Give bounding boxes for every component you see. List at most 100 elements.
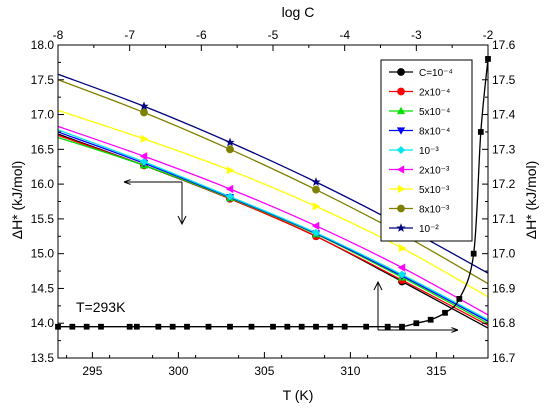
- log-c-point-11: [227, 323, 233, 330]
- series-9-point-3: [311, 177, 321, 186]
- legend: C=10⁻⁴ 2x10⁻⁴ 5x10⁻⁴ 8x10⁻⁴ 10⁻³ 2x10⁻³ 5x10⁻³…: [380, 59, 473, 242]
- y-tick-label-3: 14.5: [31, 281, 55, 295]
- x-tick-label-4: 310: [340, 364, 360, 378]
- y-tick-label-8: 17.0: [31, 108, 55, 122]
- left-arrow-tick-head: [177, 215, 187, 226]
- series-5-point-3: [311, 228, 321, 237]
- legend-label-7: 5x10⁻³: [419, 185, 450, 196]
- series-line-6: [57, 125, 489, 316]
- series-8-point-1: [140, 108, 148, 117]
- log-c-point-8: [169, 323, 176, 330]
- legend-marker-3: [396, 106, 406, 115]
- log-c-point-24: [442, 309, 448, 316]
- series-6-point-3: [311, 221, 320, 230]
- x-tick-label-3: 305: [254, 364, 274, 378]
- series-layer: [57, 73, 489, 329]
- legend-marker-5: [396, 145, 406, 155]
- series-5-point-1: [139, 157, 149, 166]
- legend-label-3: 5x10⁻⁴: [419, 107, 450, 118]
- y-axis-title: ΔH* (kJ/mol): [9, 161, 25, 240]
- series-7-point-3: [312, 202, 321, 211]
- legend-marker-9: [396, 223, 406, 232]
- y-tick-label-1: 13.5: [31, 351, 55, 365]
- right-y-tick-label-6: 17.2: [492, 177, 516, 191]
- right-y-tick-label-4: 17.0: [492, 247, 516, 261]
- top-x-tick-label-5: -4: [339, 28, 350, 42]
- y-tick-label-7: 16.5: [31, 142, 55, 156]
- right-y-tick-label-8: 17.4: [492, 108, 516, 122]
- y-tick-label-10: 18.0: [31, 38, 55, 52]
- legend-marker-6: [396, 165, 405, 174]
- top-x-tick-label-4: -5: [268, 28, 279, 42]
- x-tick-label-1: 295: [82, 364, 102, 378]
- log-c-point-15: [298, 323, 305, 330]
- top-x-tick-label-7: -2: [483, 28, 494, 42]
- log-c-point-23: [427, 316, 434, 323]
- log-c-point-2: [69, 323, 76, 330]
- temperature-annotation: T=293K: [76, 299, 126, 315]
- log-c-point-18: [341, 323, 348, 330]
- series-5-point-4: [397, 270, 407, 279]
- series-line-7: [57, 109, 489, 298]
- legend-marker-2: [397, 87, 405, 96]
- left-axis-arrow-head: [123, 179, 131, 185]
- log-c-point-10: [205, 323, 212, 330]
- top-x-tick-label-1: -8: [53, 28, 64, 42]
- series-8-point-3: [312, 185, 320, 194]
- legend-label-6: 2x10⁻³: [419, 166, 450, 177]
- x-axis-title: T (K): [283, 387, 314, 403]
- series-6-point-4: [397, 263, 406, 272]
- y-tick-label-6: 16.0: [31, 177, 55, 191]
- log-c-point-9: [184, 323, 190, 330]
- series-6-point-2: [225, 184, 234, 194]
- log-c-point-27: [477, 129, 484, 135]
- series-7-point-4: [398, 243, 407, 253]
- right-y-tick-label-1: 16.7: [492, 351, 516, 365]
- series-9-point-2: [225, 137, 235, 147]
- log-c-point-21: [399, 323, 405, 330]
- y-tick-label-5: 15.5: [31, 212, 55, 226]
- log-c-point-26: [470, 250, 477, 257]
- right-axis-arrow-head: [451, 327, 459, 333]
- log-c-point-16: [313, 323, 319, 330]
- y-tick-label-4: 15.0: [31, 247, 55, 261]
- top-x-tick-label-2: -7: [124, 28, 135, 42]
- top-x-axis-title: log C: [282, 4, 315, 20]
- right-y-tick-label-2: 16.8: [492, 316, 516, 330]
- x-tick-label-2: 300: [168, 364, 188, 378]
- right-y-tick-label-3: 16.9: [492, 281, 516, 295]
- series-7-point-2: [226, 166, 235, 175]
- right-y-tick-label-7: 17.3: [492, 142, 516, 156]
- legend-marker-7: [397, 184, 406, 194]
- legend-label-4: 8x10⁻⁴: [419, 127, 450, 138]
- series-8-point-2: [226, 145, 234, 154]
- log-c-point-5: [126, 323, 133, 330]
- legend-marker-1: [397, 68, 405, 76]
- y-tick-label-2: 14.0: [31, 316, 55, 330]
- log-c-point-19: [363, 323, 370, 330]
- log-c-point-13: [270, 323, 276, 330]
- right-y-tick-label-10: 17.6: [492, 38, 516, 52]
- series-7-point-1: [140, 134, 149, 144]
- axes-layer: 295 300 305 310 315 -8 -7 -6 -5 -4 -3 -2 13.5 14.0 14.…: [31, 28, 516, 378]
- legend-label-2: 2x10⁻⁴: [419, 88, 450, 99]
- log-c-point-17: [327, 323, 334, 330]
- legend-label-8: 8x10⁻³: [419, 205, 450, 216]
- log-c-point-22: [413, 320, 420, 327]
- series-line-5: [57, 129, 489, 321]
- log-c-point-7: [155, 323, 162, 330]
- log-c-point-3: [83, 323, 90, 330]
- log-c-point-4: [98, 323, 104, 330]
- x-tick-label-5: 315: [426, 364, 446, 378]
- right-y-axis-title: ΔH* (kJ/mol): [523, 161, 539, 240]
- log-c-point-12: [248, 323, 255, 330]
- legend-label-5: 10⁻³: [419, 146, 439, 157]
- series-5-point-2: [225, 192, 235, 201]
- legend-marker-8: [397, 204, 405, 213]
- top-x-tick-label-3: -6: [196, 28, 207, 42]
- top-x-tick-label-6: -3: [411, 28, 422, 42]
- right-arrow-tick-head: [373, 280, 383, 291]
- right-y-tick-label-5: 17.1: [492, 212, 516, 226]
- legend-marker-4: [396, 127, 406, 135]
